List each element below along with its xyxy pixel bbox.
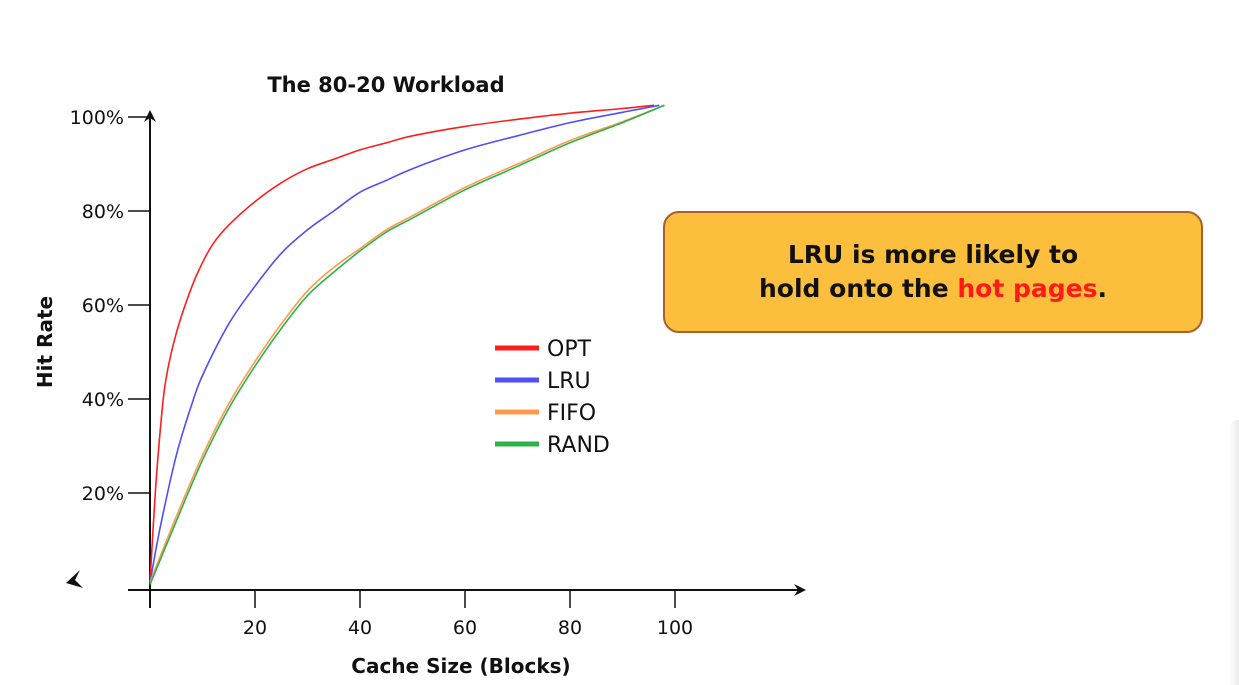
x-tick-label: 20	[243, 617, 267, 639]
series-line-fifo	[149, 104, 665, 583]
y-tick-label: 100%	[70, 107, 124, 129]
y-tick-label: 60%	[82, 295, 124, 317]
origin-arrow-mark	[66, 570, 83, 588]
callout-box: LRU is more likely to hold onto the hot …	[663, 211, 1203, 333]
x-axis-label: Cache Size (Blocks)	[351, 654, 570, 678]
legend-label-lru: LRU	[547, 369, 591, 394]
chart-title: The 80-20 Workload	[267, 73, 504, 97]
series-line-rand	[149, 104, 665, 585]
series-line-opt	[149, 104, 655, 583]
legend-label-opt: OPT	[547, 337, 592, 362]
callout-line-2-prefix: hold onto the	[759, 274, 958, 303]
page-edge-shadow	[1229, 420, 1239, 685]
callout-line-2: hold onto the hot pages.	[759, 272, 1107, 306]
legend-label-rand: RAND	[547, 433, 610, 458]
x-tick-label: 80	[558, 617, 582, 639]
x-tick-label: 60	[453, 617, 477, 639]
series-line-lru	[149, 104, 660, 583]
legend-label-fifo: FIFO	[547, 401, 596, 426]
y-tick-label: 80%	[82, 201, 124, 223]
callout-highlight: hot pages	[957, 274, 1098, 303]
y-tick-label: 40%	[82, 389, 124, 411]
x-tick-label: 100	[657, 617, 693, 639]
x-tick-label: 40	[348, 617, 372, 639]
y-tick-label: 20%	[82, 483, 124, 505]
callout-line-1: LRU is more likely to	[787, 240, 1079, 269]
callout-line-2-suffix: .	[1097, 274, 1107, 303]
y-axis-label: Hit Rate	[33, 296, 57, 388]
